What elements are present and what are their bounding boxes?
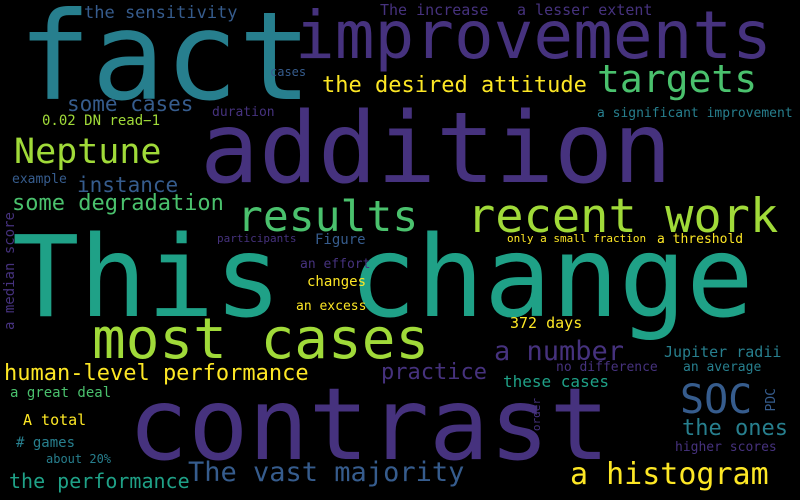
word-only-a-small-fraction: only a small fraction [507, 232, 647, 245]
word-about-20: about 20% [46, 452, 112, 466]
word-pdc: PDC [764, 388, 779, 412]
word-order: order [530, 398, 543, 432]
word-the-sensitivity: the sensitivity [84, 3, 238, 23]
word-results: results [237, 192, 419, 242]
word-duration: duration [212, 105, 275, 120]
word-no-difference: no difference [556, 360, 658, 375]
word-a-threshold: a threshold [657, 232, 744, 247]
word-some-cases: some cases [67, 92, 194, 116]
word-human-level-performance: human-level performance [4, 361, 309, 386]
word-neptune: Neptune [14, 132, 162, 172]
word-a-histogram: a histogram [570, 457, 769, 492]
word-addition: addition [200, 92, 673, 206]
word-a-significant-improvement: a significant improvement [597, 106, 793, 121]
word-improvements: improvements [295, 0, 772, 74]
word-a-number: a number [494, 336, 625, 367]
word-games: # games [16, 435, 76, 451]
word-example: example [12, 172, 67, 187]
word-targets: targets [597, 57, 758, 101]
word-the-desired-attitude: the desired attitude [322, 73, 587, 98]
word-the-ones: the ones [682, 416, 788, 441]
word-372-days: 372 days [510, 314, 583, 332]
word-recent-work: recent work [467, 189, 779, 244]
word-fact: fact [18, 0, 312, 128]
word-some-degradation: some degradation [12, 191, 224, 216]
word-a-total: A total [23, 411, 87, 429]
word-the-performance: the performance [9, 469, 190, 493]
word-0-02-dn-read: 0.02 DN read−1 [42, 113, 161, 129]
word-practice: practice [381, 360, 487, 385]
word-the-increase: The increase [380, 1, 489, 19]
word-cases: cases [270, 65, 307, 79]
word-soc: SOC [680, 377, 753, 423]
word-an-effort: an effort [300, 257, 371, 272]
word-a-lesser-extent: a lesser extent [517, 1, 653, 19]
word-an-average: an average [683, 360, 762, 375]
word-the-vast-majority: The vast majority [188, 457, 465, 488]
word-these-cases: these cases [503, 372, 609, 391]
word-figure: Figure [315, 232, 366, 248]
word-changes: changes [307, 274, 367, 290]
word-this-change: This change [12, 213, 754, 343]
word-an-excess: an excess [296, 299, 367, 314]
word-participants: participants [217, 232, 297, 245]
word-instance: instance [77, 173, 179, 197]
word-a-median-score: a median score [2, 212, 18, 331]
word-jupiter-radii: Jupiter radii [664, 343, 782, 361]
word-contrast: contrast [128, 366, 610, 483]
word-most-cases: most cases [92, 307, 430, 372]
word-higher-scores: higher scores [675, 440, 777, 455]
word-a-great-deal: a great deal [10, 385, 112, 401]
